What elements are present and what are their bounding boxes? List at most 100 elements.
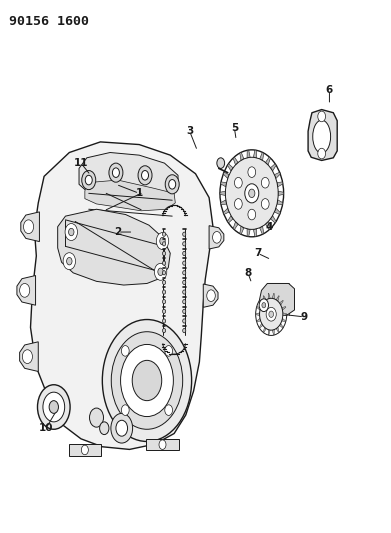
Polygon shape <box>274 208 280 214</box>
Circle shape <box>235 177 242 188</box>
Polygon shape <box>240 226 244 235</box>
Circle shape <box>163 328 166 333</box>
Polygon shape <box>203 284 218 308</box>
Circle shape <box>65 223 77 240</box>
Circle shape <box>183 290 186 294</box>
Circle shape <box>183 232 186 236</box>
Circle shape <box>102 319 192 441</box>
Circle shape <box>225 157 278 229</box>
Circle shape <box>121 345 129 356</box>
Polygon shape <box>265 222 271 230</box>
Polygon shape <box>308 110 337 160</box>
Text: 7: 7 <box>254 248 261 259</box>
Polygon shape <box>253 150 256 158</box>
Circle shape <box>220 150 283 237</box>
Circle shape <box>261 177 269 188</box>
Polygon shape <box>247 229 250 237</box>
Circle shape <box>90 408 104 427</box>
Polygon shape <box>282 306 286 310</box>
Circle shape <box>165 405 172 415</box>
Circle shape <box>111 332 183 429</box>
Text: 8: 8 <box>244 268 251 278</box>
Circle shape <box>256 293 287 335</box>
Polygon shape <box>209 225 224 249</box>
Polygon shape <box>280 300 283 305</box>
Polygon shape <box>68 444 101 456</box>
Circle shape <box>49 401 59 414</box>
Polygon shape <box>240 152 244 160</box>
Text: 9: 9 <box>301 312 308 322</box>
Circle shape <box>23 220 34 233</box>
Circle shape <box>318 111 326 122</box>
Polygon shape <box>280 324 283 328</box>
Polygon shape <box>283 313 287 316</box>
Text: 6: 6 <box>326 85 333 95</box>
Circle shape <box>217 158 224 168</box>
Circle shape <box>183 309 186 313</box>
Circle shape <box>183 242 186 246</box>
Polygon shape <box>272 293 274 299</box>
Circle shape <box>249 189 255 198</box>
Circle shape <box>81 445 88 455</box>
Polygon shape <box>256 313 260 316</box>
Polygon shape <box>58 209 170 285</box>
Circle shape <box>207 290 215 302</box>
Polygon shape <box>256 306 261 310</box>
Polygon shape <box>278 191 283 196</box>
Circle shape <box>116 420 127 436</box>
Polygon shape <box>268 293 270 299</box>
Text: 2: 2 <box>114 227 122 237</box>
Polygon shape <box>268 329 270 335</box>
Polygon shape <box>146 439 179 450</box>
Circle shape <box>318 148 326 159</box>
Circle shape <box>248 209 256 220</box>
Circle shape <box>183 271 186 275</box>
Circle shape <box>121 405 129 415</box>
Polygon shape <box>260 284 294 316</box>
Polygon shape <box>256 318 261 322</box>
Text: 10: 10 <box>39 423 53 433</box>
Circle shape <box>163 242 166 246</box>
Circle shape <box>132 360 162 401</box>
Polygon shape <box>220 191 226 196</box>
Polygon shape <box>253 229 256 237</box>
Polygon shape <box>17 276 36 305</box>
Circle shape <box>113 168 119 177</box>
Polygon shape <box>263 296 266 301</box>
Polygon shape <box>221 182 227 187</box>
Text: 11: 11 <box>74 158 88 168</box>
Circle shape <box>63 253 75 270</box>
Text: 5: 5 <box>231 123 238 133</box>
Circle shape <box>261 199 269 209</box>
Polygon shape <box>272 329 274 335</box>
Text: 4: 4 <box>265 222 273 232</box>
Ellipse shape <box>313 120 331 153</box>
Circle shape <box>248 167 256 177</box>
Polygon shape <box>274 172 280 179</box>
Circle shape <box>235 199 242 209</box>
Polygon shape <box>271 215 276 223</box>
Circle shape <box>165 345 172 356</box>
Circle shape <box>85 175 92 185</box>
Circle shape <box>163 252 166 256</box>
Circle shape <box>165 175 179 194</box>
Polygon shape <box>276 296 279 301</box>
Circle shape <box>183 319 186 323</box>
Circle shape <box>154 263 167 280</box>
Circle shape <box>66 257 72 265</box>
Circle shape <box>160 237 165 245</box>
Polygon shape <box>260 152 264 160</box>
Circle shape <box>120 344 173 417</box>
Circle shape <box>269 311 274 317</box>
Polygon shape <box>282 318 286 322</box>
Polygon shape <box>277 200 283 205</box>
Circle shape <box>262 303 266 308</box>
Polygon shape <box>221 200 227 205</box>
Text: 3: 3 <box>186 126 193 136</box>
Polygon shape <box>223 172 229 179</box>
Polygon shape <box>247 150 250 158</box>
Circle shape <box>183 280 186 285</box>
Polygon shape <box>265 157 271 165</box>
Polygon shape <box>85 180 175 211</box>
Circle shape <box>169 180 176 189</box>
